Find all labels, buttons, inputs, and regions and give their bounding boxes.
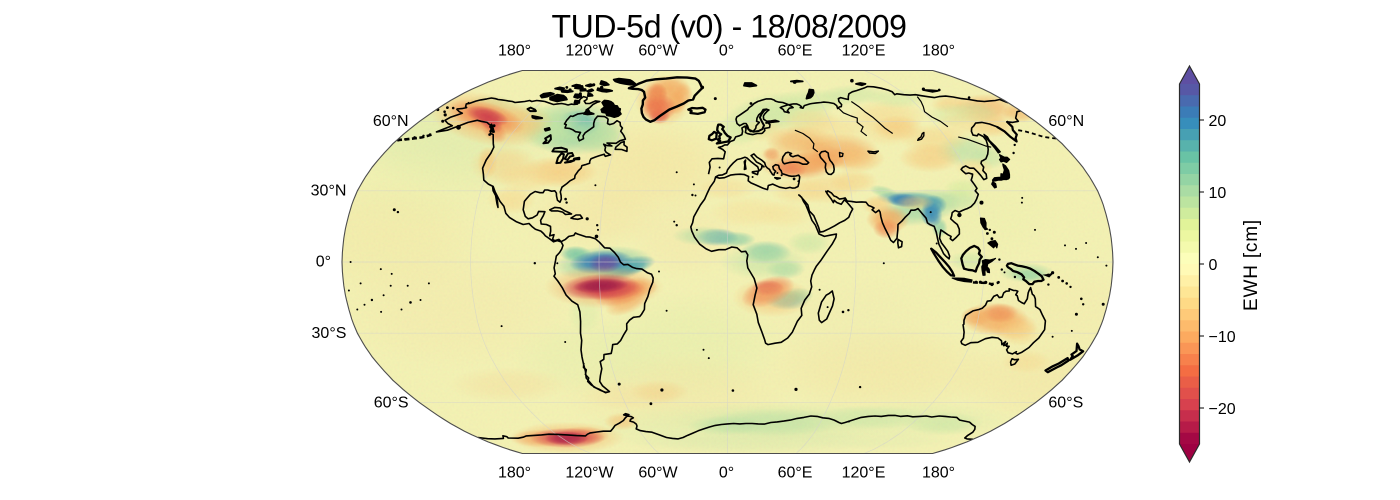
svg-text:180°: 180° <box>922 43 955 60</box>
svg-text:120°W: 120°W <box>565 464 614 481</box>
svg-text:30°N: 30°N <box>311 183 347 200</box>
svg-text:180°: 180° <box>922 464 955 481</box>
svg-text:60°S: 60°S <box>374 394 409 411</box>
svg-text:60°E: 60°E <box>778 464 813 481</box>
svg-text:60°S: 60°S <box>1048 394 1083 411</box>
svg-text:180°: 180° <box>498 43 531 60</box>
svg-text:TUD-5d (v0) - 18/08/2009: TUD-5d (v0) - 18/08/2009 <box>551 9 906 45</box>
svg-text:120°E: 120°E <box>842 464 886 481</box>
svg-text:60°W: 60°W <box>638 43 678 60</box>
svg-text:120°E: 120°E <box>842 43 886 60</box>
svg-text:20: 20 <box>1209 113 1227 130</box>
svg-text:120°W: 120°W <box>565 43 614 60</box>
svg-text:0°: 0° <box>719 43 734 60</box>
svg-text:60°N: 60°N <box>373 113 409 130</box>
svg-text:180°: 180° <box>498 464 531 481</box>
svg-text:EWH [cm]: EWH [cm] <box>1241 219 1262 311</box>
svg-text:10: 10 <box>1209 185 1227 202</box>
svg-text:0°: 0° <box>316 254 331 271</box>
svg-text:60°N: 60°N <box>1048 113 1084 130</box>
svg-text:60°E: 60°E <box>778 43 813 60</box>
svg-text:60°W: 60°W <box>638 464 678 481</box>
svg-text:0: 0 <box>1209 257 1218 274</box>
svg-text:0°: 0° <box>719 464 734 481</box>
svg-text:−20: −20 <box>1209 401 1236 418</box>
svg-text:30°S: 30°S <box>312 325 347 342</box>
svg-text:−10: −10 <box>1209 329 1236 346</box>
